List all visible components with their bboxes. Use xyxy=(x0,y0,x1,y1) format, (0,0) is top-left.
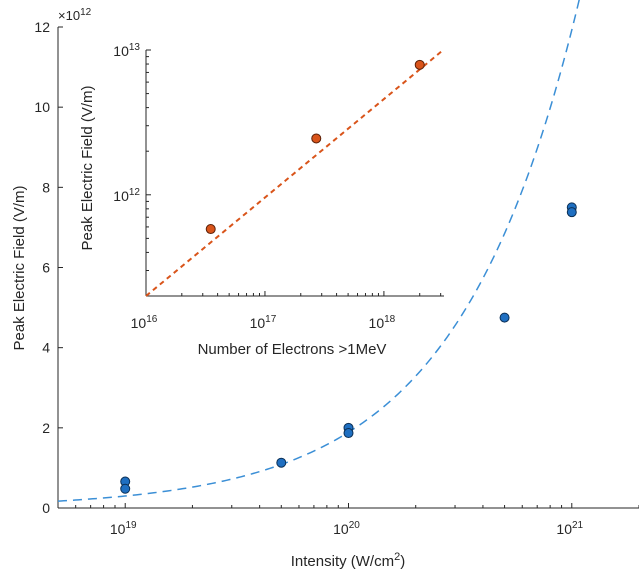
inset-y-tick-label: 1012 xyxy=(113,187,140,204)
inset-x-tick-label: 1017 xyxy=(250,314,277,331)
main-y-tick-label: 10 xyxy=(34,99,50,115)
main-y-tick-label: 0 xyxy=(42,500,50,516)
main-data-point xyxy=(276,457,287,468)
main-y-ticks: 0 2 4 6 8 10 12 xyxy=(34,19,63,516)
inset-data-point xyxy=(311,133,322,144)
main-data-point xyxy=(343,428,354,439)
main-x-ticks: 1019 1020 1021 xyxy=(57,503,639,537)
main-data-point xyxy=(120,483,131,494)
main-y-tick-label: 4 xyxy=(42,340,50,356)
inset-y-axis-label: Peak Electric Field (V/m) xyxy=(79,85,96,250)
inset-x-tick-label: 1018 xyxy=(369,314,396,331)
inset-data-point xyxy=(205,224,216,235)
main-y-tick-label: 12 xyxy=(34,19,50,35)
main-data-point xyxy=(566,207,577,218)
main-y-tick-label: 6 xyxy=(42,260,50,276)
main-y-axis-label: Peak Electric Field (V/m) xyxy=(11,185,28,350)
inset-x-tick-label: 1016 xyxy=(131,314,158,331)
inset-data-points xyxy=(205,59,425,235)
main-y-tick-label: 8 xyxy=(42,179,50,195)
inset-y-ticks: 1012 1013 xyxy=(113,42,151,297)
inset-y-tick-label: 1013 xyxy=(113,42,140,59)
inset-x-ticks: 1016 1017 1018 xyxy=(131,291,442,331)
inset-axes: 1012 1013 1016 1017 1018 Number of Electron… xyxy=(79,42,445,358)
main-x-tick-label: 1020 xyxy=(333,520,360,537)
main-x-tick-label: 1021 xyxy=(556,520,583,537)
inset-fit-line xyxy=(145,48,445,297)
main-y-tick-label: 2 xyxy=(42,420,50,436)
inset-data-point xyxy=(414,59,425,70)
main-data-point xyxy=(499,312,510,323)
main-x-tick-label: 1019 xyxy=(110,520,137,537)
main-data-points xyxy=(120,202,577,494)
inset-x-axis-label: Number of Electrons >1MeV xyxy=(198,341,387,358)
main-y-exponent: ×1012 xyxy=(58,7,92,23)
main-x-axis-label: Intensity (W/cm2) xyxy=(291,551,405,570)
